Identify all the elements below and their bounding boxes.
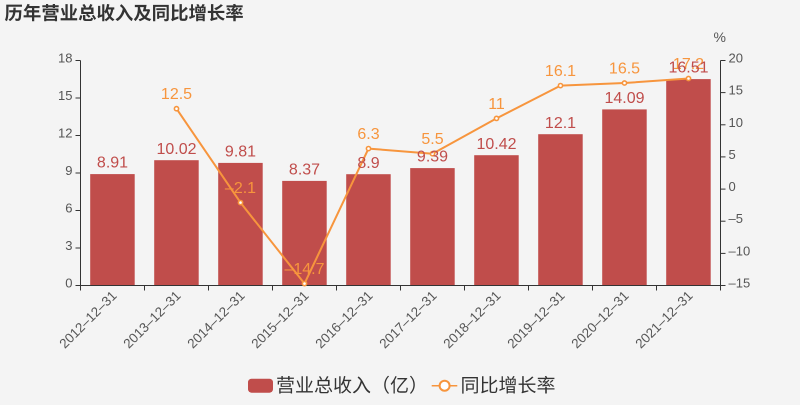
svg-text:8.91: 8.91 <box>97 155 128 172</box>
svg-text:11: 11 <box>488 96 505 113</box>
svg-text:16.1: 16.1 <box>545 63 576 80</box>
svg-text:8.9: 8.9 <box>357 155 379 172</box>
svg-text:8.37: 8.37 <box>289 161 320 178</box>
svg-text:12.5: 12.5 <box>161 86 192 103</box>
svg-text:–5: –5 <box>729 211 743 226</box>
svg-text:17.2: 17.2 <box>673 56 704 73</box>
svg-text:10: 10 <box>729 115 743 130</box>
svg-text:2019–12–31: 2019–12–31 <box>504 288 567 351</box>
svg-text:18: 18 <box>58 51 72 66</box>
svg-text:10.42: 10.42 <box>476 136 516 153</box>
svg-text:16.5: 16.5 <box>609 61 640 78</box>
svg-text:–14.7: –14.7 <box>284 261 324 278</box>
svg-text:2016–12–31: 2016–12–31 <box>312 288 375 351</box>
svg-text:–2.1: –2.1 <box>225 180 256 197</box>
svg-text:12: 12 <box>58 126 72 141</box>
svg-text:9.81: 9.81 <box>225 143 256 160</box>
svg-text:6.3: 6.3 <box>357 126 379 143</box>
svg-text:2015–12–31: 2015–12–31 <box>248 288 311 351</box>
svg-text:15: 15 <box>729 83 743 98</box>
svg-text:15: 15 <box>58 88 72 103</box>
svg-text:5.5: 5.5 <box>421 131 443 148</box>
svg-text:0: 0 <box>729 179 736 194</box>
svg-text:0: 0 <box>65 276 72 291</box>
svg-text:2013–12–31: 2013–12–31 <box>120 288 183 351</box>
svg-text:10.02: 10.02 <box>156 141 196 158</box>
svg-text:2020–12–31: 2020–12–31 <box>568 288 631 351</box>
svg-text:6: 6 <box>65 201 72 216</box>
svg-text:2012–12–31: 2012–12–31 <box>56 288 119 351</box>
svg-text:–10: –10 <box>729 243 751 258</box>
svg-text:16.51: 16.51 <box>668 60 708 77</box>
svg-text:2018–12–31: 2018–12–31 <box>440 288 503 351</box>
svg-text:2014–12–31: 2014–12–31 <box>184 288 247 351</box>
svg-text:12.1: 12.1 <box>545 115 576 132</box>
svg-text:%: % <box>714 29 726 45</box>
svg-text:–15: –15 <box>729 276 751 291</box>
svg-text:2021–12–31: 2021–12–31 <box>632 288 695 351</box>
svg-text:14.09: 14.09 <box>604 90 644 107</box>
svg-text:9: 9 <box>65 163 72 178</box>
svg-text:20: 20 <box>729 51 743 66</box>
svg-text:3: 3 <box>65 238 72 253</box>
svg-text:5: 5 <box>729 147 736 162</box>
svg-text:2017–12–31: 2017–12–31 <box>376 288 439 351</box>
svg-text:9.39: 9.39 <box>417 149 448 166</box>
